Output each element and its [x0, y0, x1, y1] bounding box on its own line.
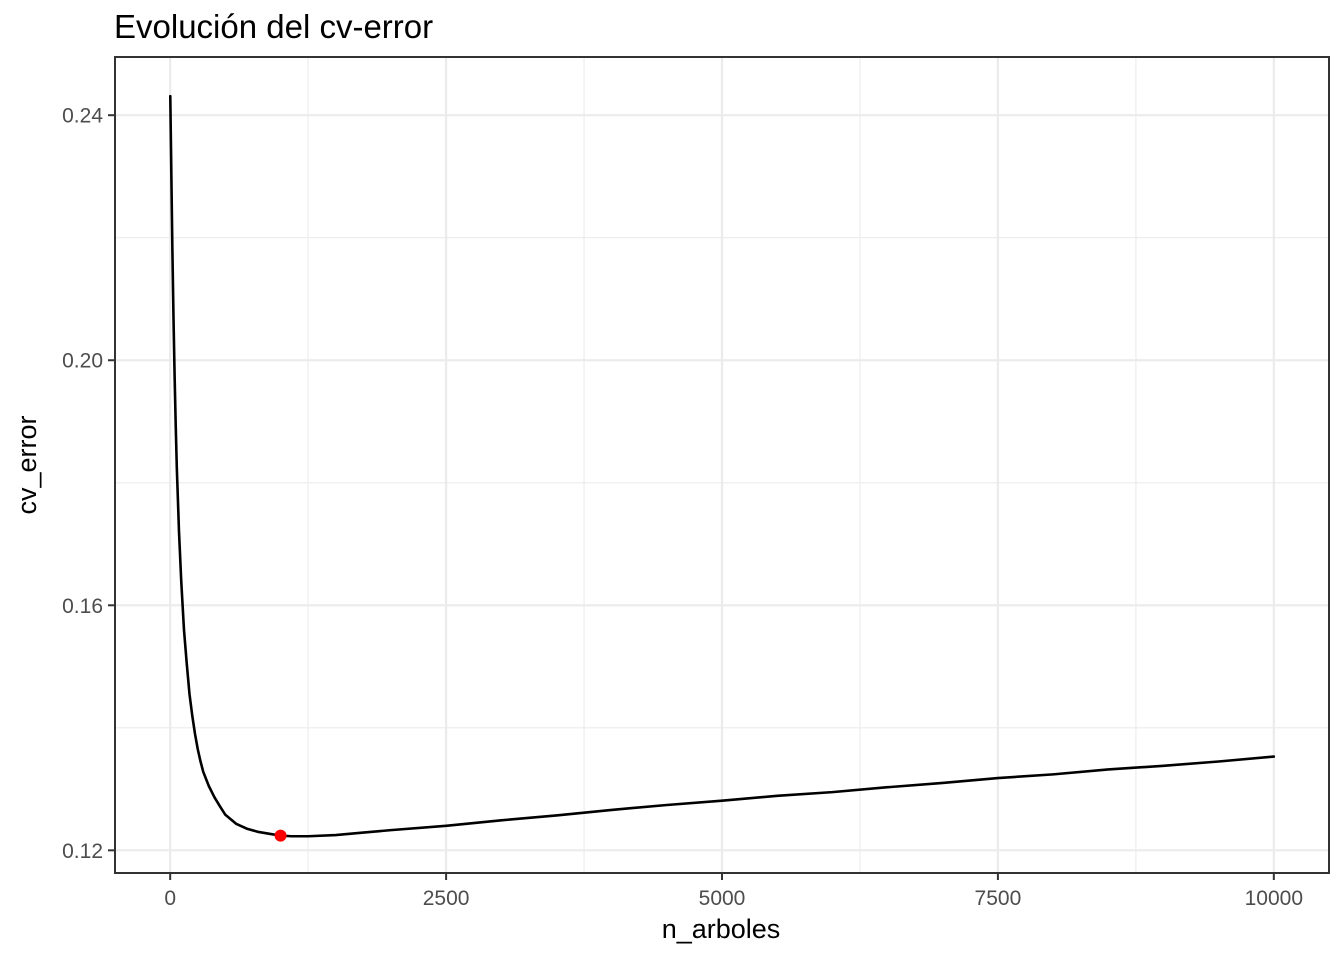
chart-title: Evolución del cv-error: [114, 8, 433, 45]
y-tick-label: 0.20: [62, 350, 103, 373]
y-tick-label: 0.12: [62, 840, 103, 863]
x-tick-label: 10000: [1245, 887, 1303, 910]
minimum-point: [274, 829, 287, 842]
x-tick-label: 5000: [699, 887, 746, 910]
y-axis-title: cv_error: [12, 415, 42, 514]
y-tick-label: 0.16: [62, 595, 103, 618]
cv-error-line: [168, 94, 1276, 838]
plot-panel: 0 2500 5000 7500 10000 0.12 0.16 0.20 0.24: [62, 56, 1330, 910]
y-tick-label: 0.24: [62, 105, 103, 128]
x-tick-label: 7500: [975, 887, 1022, 910]
x-tick-label: 2500: [423, 887, 470, 910]
x-axis-title: n_arboles: [662, 914, 781, 944]
x-tick-label: 0: [164, 887, 176, 910]
